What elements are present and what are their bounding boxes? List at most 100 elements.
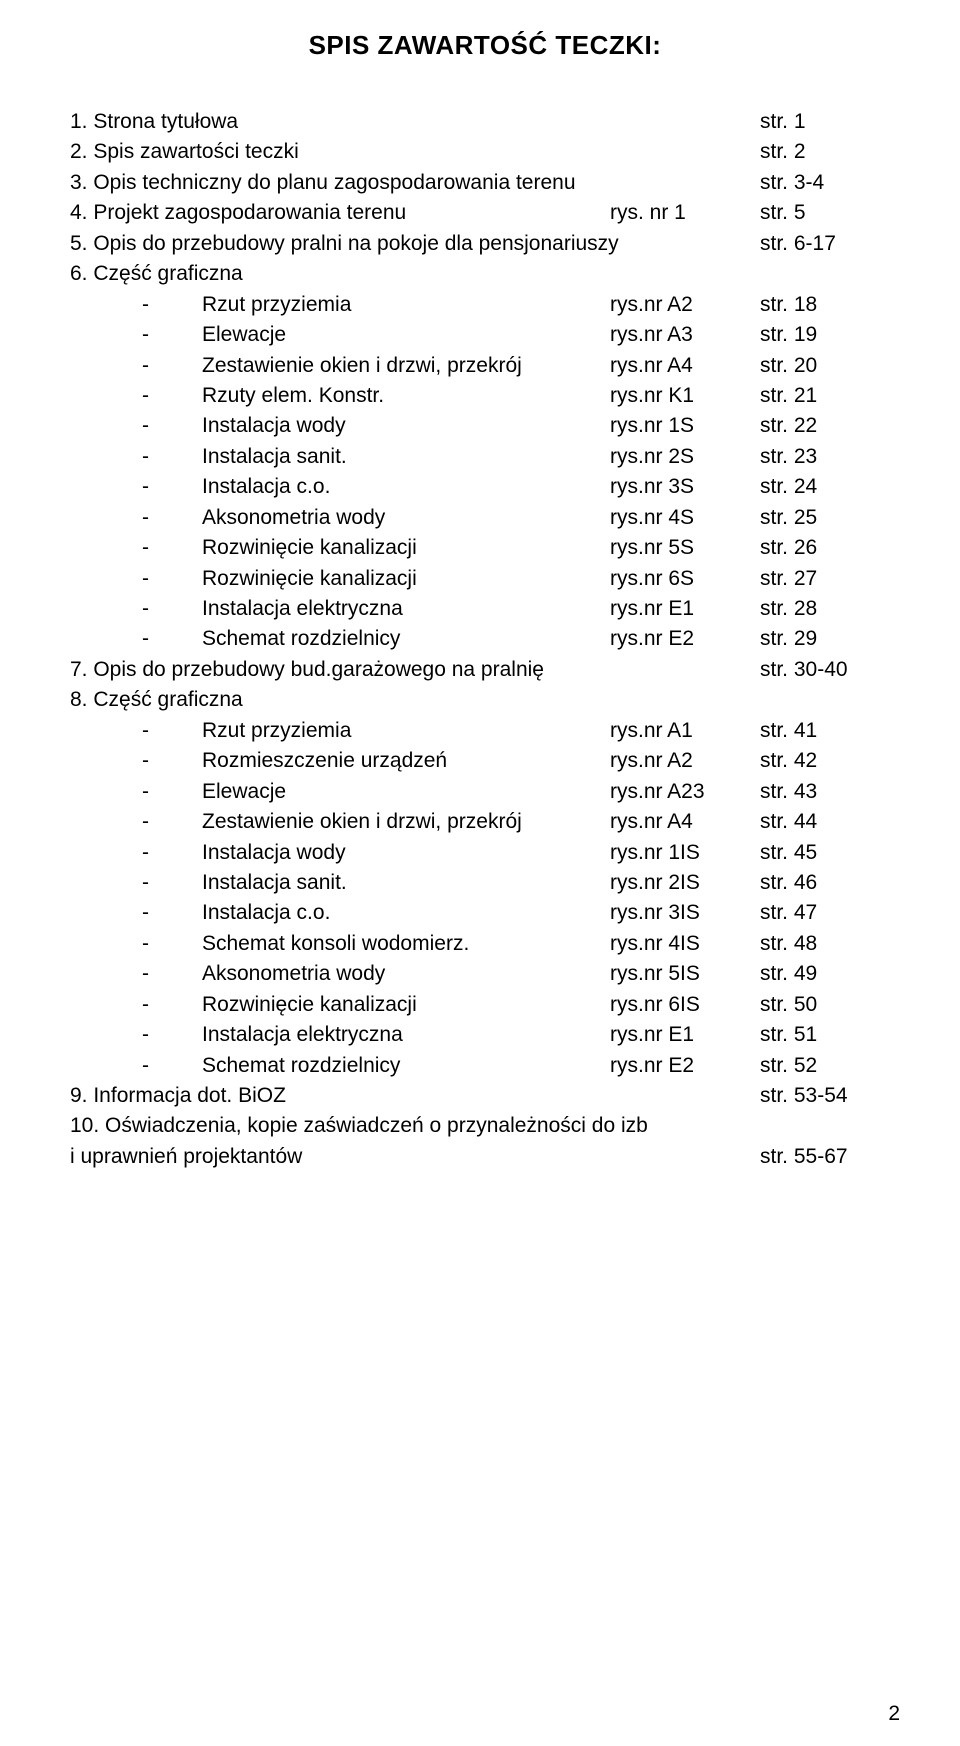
toc-subitem-page: str. 22 — [760, 411, 817, 441]
dash-icon: - — [142, 624, 202, 654]
toc-subitem-mid: rys.nr 3S — [610, 472, 760, 502]
dash-icon: - — [142, 777, 202, 807]
toc-subitem-page: str. 47 — [760, 898, 817, 928]
toc-subitem: -Rzuty elem. Konstr.rys.nr K1str. 21 — [70, 381, 900, 411]
dash-icon: - — [142, 990, 202, 1020]
toc-subitem: -Schemat rozdzielnicyrys.nr E2str. 52 — [70, 1051, 900, 1081]
toc-subitem-mid: rys.nr 2IS — [610, 868, 760, 898]
toc-subitem-page: str. 23 — [760, 442, 817, 472]
toc-subitem-label: Rzut przyziemia — [202, 716, 610, 746]
toc-subitem-page: str. 28 — [760, 594, 817, 624]
dash-icon: - — [142, 472, 202, 502]
toc-subitem-label: Rozwinięcie kanalizacji — [202, 564, 610, 594]
toc-item-page: str. 30-40 — [760, 655, 848, 685]
toc-item-label: 9. Informacja dot. BiOZ — [70, 1081, 610, 1111]
toc-subitem: -Zestawienie okien i drzwi, przekrójrys.… — [70, 351, 900, 381]
toc-subitem-mid: rys.nr 1IS — [610, 838, 760, 868]
page-number: 2 — [888, 1702, 900, 1726]
toc-item-mid — [610, 1142, 760, 1172]
toc-subitem-mid: rys.nr A3 — [610, 320, 760, 350]
dash-icon: - — [142, 564, 202, 594]
toc-subitem-mid: rys.nr A2 — [610, 290, 760, 320]
toc-subitem-mid: rys.nr 5S — [610, 533, 760, 563]
toc-subitem-page: str. 45 — [760, 838, 817, 868]
toc-item-mid — [610, 1081, 760, 1111]
toc-subitem-page: str. 21 — [760, 381, 817, 411]
toc-subitem: -Instalacja sanit.rys.nr 2Sstr. 23 — [70, 442, 900, 472]
toc-subitem-label: Instalacja wody — [202, 838, 610, 868]
toc-subitem: -Zestawienie okien i drzwi, przekrójrys.… — [70, 807, 900, 837]
toc-subitem: -Instalacja elektrycznarys.nr E1str. 28 — [70, 594, 900, 624]
toc-subitem: -Instalacja wodyrys.nr 1ISstr. 45 — [70, 838, 900, 868]
toc-item-mid: rys. nr 1 — [610, 198, 760, 228]
dash-icon: - — [142, 351, 202, 381]
toc-item-label: 1. Strona tytułowa — [70, 107, 610, 137]
dash-icon: - — [142, 442, 202, 472]
dash-icon: - — [142, 411, 202, 441]
toc-subitem: -Elewacjerys.nr A3str. 19 — [70, 320, 900, 350]
toc-item-label: 10. Oświadczenia, kopie zaświadczeń o pr… — [70, 1111, 648, 1141]
toc-subitem-page: str. 25 — [760, 503, 817, 533]
toc-item-mid — [610, 655, 760, 685]
toc-subitem: -Instalacja c.o.rys.nr 3Sstr. 24 — [70, 472, 900, 502]
toc-item-label: 2. Spis zawartości teczki — [70, 137, 610, 167]
toc-subitem-mid: rys.nr A2 — [610, 746, 760, 776]
toc-subitem-label: Zestawienie okien i drzwi, przekrój — [202, 807, 610, 837]
toc-subitem-mid: rys.nr K1 — [610, 381, 760, 411]
toc-subitem-page: str. 18 — [760, 290, 817, 320]
toc-subitem-mid: rys.nr A1 — [610, 716, 760, 746]
toc-item: 4. Projekt zagospodarowania terenurys. n… — [70, 198, 900, 228]
toc-item-page: str. 2 — [760, 137, 806, 167]
toc-subitem-label: Instalacja c.o. — [202, 898, 610, 928]
toc-subitem-label: Schemat rozdzielnicy — [202, 624, 610, 654]
toc-subitem: -Elewacjerys.nr A23str. 43 — [70, 777, 900, 807]
toc-subitem: -Rozwinięcie kanalizacjirys.nr 5Sstr. 26 — [70, 533, 900, 563]
page-container: SPIS ZAWARTOŚĆ TECZKI: 1. Strona tytułow… — [0, 0, 960, 1746]
toc-subitem: -Aksonometria wodyrys.nr 5ISstr. 49 — [70, 959, 900, 989]
toc-subitem-page: str. 48 — [760, 929, 817, 959]
toc-subitem-label: Instalacja c.o. — [202, 472, 610, 502]
toc-subitem: -Instalacja wodyrys.nr 1Sstr. 22 — [70, 411, 900, 441]
toc-subitem-label: Rozwinięcie kanalizacji — [202, 533, 610, 563]
toc-subitem-mid: rys.nr A4 — [610, 807, 760, 837]
toc-item-page: str. 53-54 — [760, 1081, 848, 1111]
toc-item-label: 8. Część graficzna — [70, 685, 610, 715]
toc-subitem-label: Instalacja elektryczna — [202, 594, 610, 624]
toc-subitem-label: Schemat rozdzielnicy — [202, 1051, 610, 1081]
toc-subitem-page: str. 52 — [760, 1051, 817, 1081]
toc-body: 1. Strona tytułowastr. 12. Spis zawartoś… — [70, 107, 900, 1172]
toc-subitem-label: Instalacja wody — [202, 411, 610, 441]
toc-subitem-label: Elewacje — [202, 320, 610, 350]
toc-item-mid — [610, 229, 760, 259]
dash-icon: - — [142, 320, 202, 350]
toc-item: 10. Oświadczenia, kopie zaświadczeń o pr… — [70, 1111, 900, 1141]
dash-icon: - — [142, 1051, 202, 1081]
dash-icon: - — [142, 746, 202, 776]
toc-item-label: 7. Opis do przebudowy bud.garażowego na … — [70, 655, 610, 685]
toc-subitem-page: str. 24 — [760, 472, 817, 502]
toc-subitem-page: str. 26 — [760, 533, 817, 563]
toc-subitem-mid: rys.nr 5IS — [610, 959, 760, 989]
toc-subitem-mid: rys.nr 3IS — [610, 898, 760, 928]
toc-subitem-mid: rys.nr E1 — [610, 594, 760, 624]
dash-icon: - — [142, 929, 202, 959]
toc-subitem-label: Aksonometria wody — [202, 503, 610, 533]
toc-subitem: -Rozwinięcie kanalizacjirys.nr 6ISstr. 5… — [70, 990, 900, 1020]
toc-subitem-page: str. 43 — [760, 777, 817, 807]
toc-subitem-mid: rys.nr E1 — [610, 1020, 760, 1050]
toc-item: 8. Część graficzna — [70, 685, 900, 715]
toc-item-page: str. 5 — [760, 198, 806, 228]
toc-subitem: -Aksonometria wodyrys.nr 4Sstr. 25 — [70, 503, 900, 533]
toc-subitem-page: str. 42 — [760, 746, 817, 776]
toc-item-label: 4. Projekt zagospodarowania terenu — [70, 198, 610, 228]
toc-subitem-label: Schemat konsoli wodomierz. — [202, 929, 610, 959]
dash-icon: - — [142, 290, 202, 320]
toc-subitem-label: Instalacja elektryczna — [202, 1020, 610, 1050]
toc-subitem-label: Instalacja sanit. — [202, 868, 610, 898]
toc-item: 1. Strona tytułowastr. 1 — [70, 107, 900, 137]
toc-subitem: -Instalacja sanit.rys.nr 2ISstr. 46 — [70, 868, 900, 898]
dash-icon: - — [142, 381, 202, 411]
toc-subitem-mid: rys.nr 4S — [610, 503, 760, 533]
toc-subitem-mid: rys.nr 6S — [610, 564, 760, 594]
toc-subitem: -Schemat rozdzielnicyrys.nr E2str. 29 — [70, 624, 900, 654]
